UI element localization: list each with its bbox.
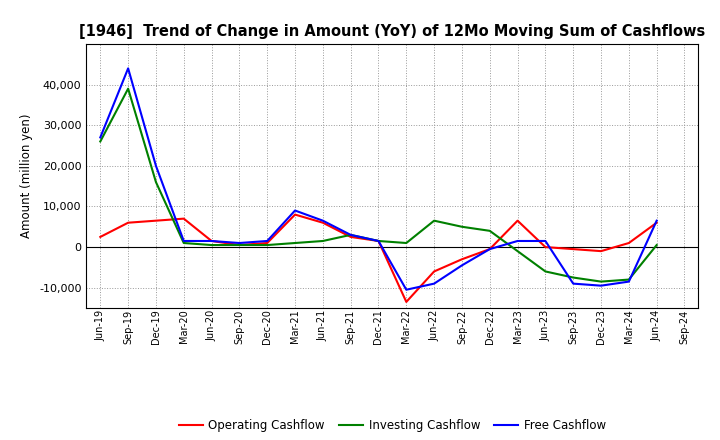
Free Cashflow — [541, 238, 550, 244]
Investing Cashflow — [235, 242, 243, 248]
Free Cashflow — [263, 238, 271, 244]
Line: Free Cashflow: Free Cashflow — [100, 68, 657, 290]
Free Cashflow — [652, 218, 661, 224]
Investing Cashflow — [152, 180, 161, 185]
Operating Cashflow — [96, 234, 104, 239]
Investing Cashflow — [652, 242, 661, 248]
Line: Operating Cashflow: Operating Cashflow — [100, 215, 657, 302]
Operating Cashflow — [346, 234, 355, 239]
Free Cashflow — [597, 283, 606, 288]
Operating Cashflow — [207, 238, 216, 244]
Free Cashflow — [124, 66, 132, 71]
Operating Cashflow — [263, 240, 271, 246]
Operating Cashflow — [569, 246, 577, 252]
Investing Cashflow — [430, 218, 438, 224]
Operating Cashflow — [152, 218, 161, 224]
Operating Cashflow — [124, 220, 132, 225]
Investing Cashflow — [402, 240, 410, 246]
Operating Cashflow — [179, 216, 188, 221]
Investing Cashflow — [263, 242, 271, 248]
Operating Cashflow — [652, 220, 661, 225]
Free Cashflow — [179, 238, 188, 244]
Operating Cashflow — [624, 240, 633, 246]
Free Cashflow — [346, 232, 355, 238]
Operating Cashflow — [597, 249, 606, 254]
Operating Cashflow — [402, 299, 410, 304]
Investing Cashflow — [207, 242, 216, 248]
Investing Cashflow — [318, 238, 327, 244]
Free Cashflow — [374, 238, 383, 244]
Operating Cashflow — [541, 245, 550, 250]
Investing Cashflow — [346, 232, 355, 238]
Free Cashflow — [458, 263, 467, 268]
Y-axis label: Amount (million yen): Amount (million yen) — [20, 114, 34, 238]
Free Cashflow — [291, 208, 300, 213]
Free Cashflow — [235, 240, 243, 246]
Investing Cashflow — [597, 279, 606, 284]
Operating Cashflow — [430, 269, 438, 274]
Free Cashflow — [152, 163, 161, 169]
Operating Cashflow — [513, 218, 522, 224]
Operating Cashflow — [485, 246, 494, 252]
Operating Cashflow — [374, 238, 383, 244]
Investing Cashflow — [458, 224, 467, 229]
Free Cashflow — [318, 218, 327, 224]
Investing Cashflow — [624, 277, 633, 282]
Free Cashflow — [207, 238, 216, 244]
Investing Cashflow — [541, 269, 550, 274]
Operating Cashflow — [235, 242, 243, 248]
Investing Cashflow — [124, 86, 132, 92]
Free Cashflow — [96, 135, 104, 140]
Line: Investing Cashflow: Investing Cashflow — [100, 89, 657, 282]
Free Cashflow — [513, 238, 522, 244]
Investing Cashflow — [96, 139, 104, 144]
Operating Cashflow — [458, 257, 467, 262]
Investing Cashflow — [569, 275, 577, 280]
Free Cashflow — [430, 281, 438, 286]
Investing Cashflow — [179, 240, 188, 246]
Investing Cashflow — [291, 240, 300, 246]
Free Cashflow — [624, 279, 633, 284]
Free Cashflow — [485, 246, 494, 252]
Investing Cashflow — [513, 249, 522, 254]
Investing Cashflow — [485, 228, 494, 234]
Operating Cashflow — [291, 212, 300, 217]
Free Cashflow — [569, 281, 577, 286]
Investing Cashflow — [374, 238, 383, 244]
Free Cashflow — [402, 287, 410, 292]
Operating Cashflow — [318, 220, 327, 225]
Title: [1946]  Trend of Change in Amount (YoY) of 12Mo Moving Sum of Cashflows: [1946] Trend of Change in Amount (YoY) o… — [79, 24, 706, 39]
Legend: Operating Cashflow, Investing Cashflow, Free Cashflow: Operating Cashflow, Investing Cashflow, … — [174, 414, 611, 436]
